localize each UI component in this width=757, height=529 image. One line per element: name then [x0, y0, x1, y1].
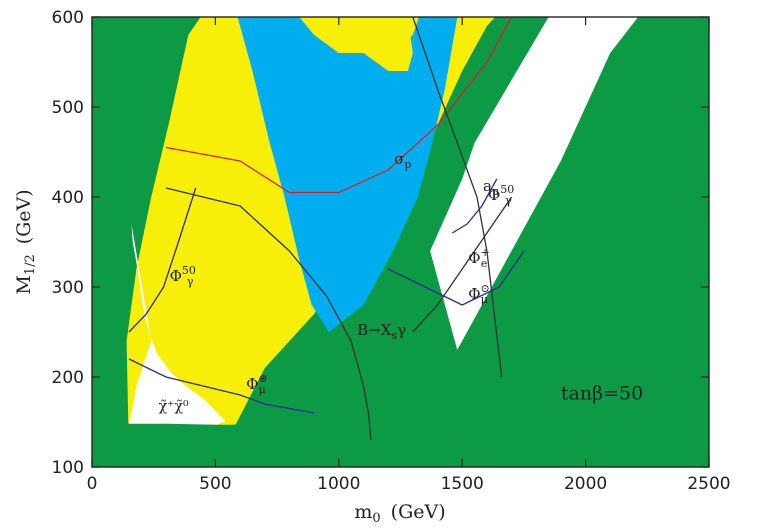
- y-tick-label: 500: [52, 98, 84, 118]
- x-axis-title-unit: (GeV): [391, 501, 446, 523]
- curve-label-phi_e_plus: Φ+ e: [468, 246, 490, 270]
- y-axis-title-unit: (GeV): [13, 189, 35, 244]
- y-tick-label: 300: [52, 278, 84, 298]
- curve-label-sub: γ: [505, 194, 512, 207]
- curve-amu: [412, 17, 503, 378]
- curve-phi_mu_oplus: [128, 358, 315, 414]
- curve-label-sub: γ: [187, 275, 194, 288]
- curve-label-phi_gamma50_right: Φ50 γ: [488, 183, 514, 207]
- x-tick-label: 500: [199, 474, 231, 494]
- region-green-lower: [92, 17, 709, 467]
- curve-label-sub: μ: [481, 293, 488, 306]
- annotation-tan-beta: tanβ=50: [561, 383, 643, 405]
- y-tick-label: 400: [52, 188, 84, 208]
- curve-bsg: [165, 187, 372, 441]
- curve-label-sub: e: [481, 257, 488, 270]
- curve-phi_e_plus: [412, 196, 513, 333]
- x-tick-label: 1000: [317, 474, 360, 494]
- curve-label-sup: ⊕: [258, 372, 267, 385]
- curve-label-phi_mu_odot: Φ⊙ μ: [468, 282, 490, 306]
- curve-label-bsg: B→Xsγ: [357, 321, 406, 342]
- y-tick-label: 200: [52, 368, 84, 388]
- curve-label-sub: s: [391, 329, 397, 342]
- annotation-chargino-neutralino: χ̃⁺χ̃⁰: [159, 398, 189, 414]
- curve-label-main: Φ: [468, 285, 480, 303]
- curve-label-main: Φ: [170, 267, 182, 285]
- curve-label-main: Φ: [468, 249, 480, 267]
- curve-label-sup: 50: [500, 183, 514, 196]
- region-white: [129, 224, 226, 425]
- curve-label-sub: μ: [492, 185, 499, 198]
- curve-label-phi_gamma50_left: Φ50 γ: [170, 264, 196, 288]
- curve-label-sub: μ: [259, 383, 266, 396]
- x-tick-label: 1500: [441, 474, 484, 494]
- y-tick-label: 600: [52, 8, 84, 28]
- region-white-band: [430, 17, 639, 350]
- curve-label-main: a: [483, 177, 492, 195]
- y-axis-title-sub: 1/2: [23, 254, 38, 275]
- plot-area: [92, 17, 709, 467]
- y-axis-title: M1/2 (GeV): [13, 189, 38, 294]
- region-cyan: [237, 17, 458, 332]
- region-yellow-top: [338, 17, 413, 71]
- y-axis-title-main: M: [13, 275, 35, 294]
- curve-phi_gamma50_left: [128, 187, 197, 333]
- curve-label-sup: 50: [182, 264, 196, 277]
- curve-label-phi_mu_oplus: Φ⊕ μ: [246, 372, 268, 396]
- curve-label-end: γ: [397, 321, 406, 339]
- curve-label-sigma_p: σp: [394, 150, 411, 171]
- curve-label-sup: +: [481, 246, 490, 259]
- y-tick-label: 100: [52, 458, 84, 478]
- x-axis-title: m0 (GeV): [354, 501, 445, 526]
- y-axis: 100 200 300 400 500 600: [52, 8, 709, 478]
- curve-sigma_p: [165, 17, 513, 194]
- x-tick-label: 2000: [564, 474, 607, 494]
- curve-label-main: σ: [394, 150, 404, 168]
- curve-phi_mu_odot: [387, 250, 525, 306]
- curve-label-amu: aμ: [483, 177, 499, 198]
- x-tick-label: 2500: [687, 474, 730, 494]
- x-tick-label: 0: [87, 474, 98, 494]
- x-axis-title-sub: 0: [372, 511, 380, 526]
- curve-label-main: B→X: [357, 321, 392, 339]
- x-axis-title-main: m: [354, 501, 372, 523]
- curve-label-main: Φ: [488, 186, 500, 204]
- plot-frame: [91, 16, 710, 468]
- curve-label-main: Φ: [246, 375, 258, 393]
- x-axis: 0 500 1000 1500 2000 2500: [87, 17, 731, 494]
- curve-label-sub: p: [404, 158, 411, 171]
- curve-label-sup: ⊙: [481, 282, 490, 295]
- curve-phi_gamma50_right: [451, 178, 498, 234]
